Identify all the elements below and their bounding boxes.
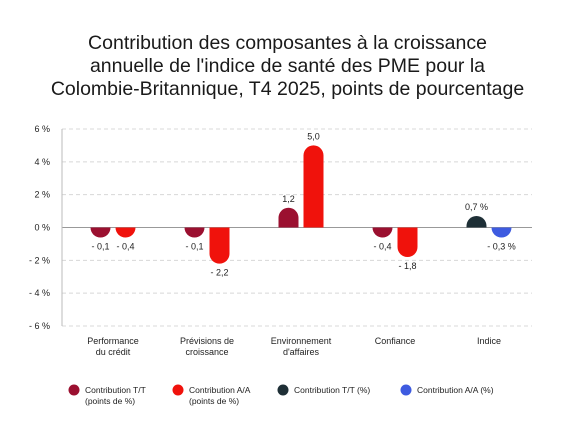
chart-title-line-1: Contribution des composantes à la croiss… <box>88 32 487 54</box>
data-label: - 0,1 <box>185 242 203 252</box>
bar <box>184 227 205 238</box>
chart-title: Contribution des composantes à la croiss… <box>0 32 575 101</box>
category-label: du crédit <box>96 347 131 357</box>
data-label: - 0,4 <box>373 242 391 252</box>
legend: Contribution T/T(points de %)Contributio… <box>68 384 494 406</box>
legend-label: (points de %) <box>189 396 239 406</box>
bar <box>209 227 230 264</box>
bar <box>491 227 512 238</box>
category-label: Confiance <box>375 336 416 346</box>
legend-swatch <box>172 384 184 396</box>
data-label: 0,7 % <box>465 202 488 212</box>
category-label: Performance <box>87 336 139 346</box>
bar <box>372 227 393 238</box>
legend-swatch <box>277 384 289 396</box>
bar <box>303 145 324 228</box>
data-label: - 0,1 <box>91 242 109 252</box>
category-label: Environnement <box>271 336 332 346</box>
data-label: 1,2 <box>282 194 295 204</box>
legend-label: Contribution T/T <box>85 385 146 395</box>
data-label: - 0,4 <box>116 242 134 252</box>
bar <box>278 207 299 228</box>
y-tick-label: 0 % <box>34 223 50 233</box>
category-label: Prévisions de <box>180 336 234 346</box>
legend-label: Contribution A/A (%) <box>417 385 494 395</box>
bar <box>466 216 487 228</box>
chart-title-line-2: annuelle de l'indice de santé des PME po… <box>89 55 486 77</box>
legend-label: Contribution A/A <box>189 385 251 395</box>
y-tick-label: - 6 % <box>29 321 50 331</box>
data-label: 5,0 <box>307 131 320 141</box>
chart-title-line-3: Colombie-Britannique, T4 2025, points de… <box>50 78 525 100</box>
category-label: d'affaires <box>283 347 320 357</box>
legend-swatch <box>400 384 412 396</box>
category-label: Indice <box>477 336 501 346</box>
data-label: - 1,8 <box>398 261 416 271</box>
bar <box>90 227 111 238</box>
y-tick-label: 4 % <box>34 157 50 167</box>
data-label: - 0,3 % <box>487 242 516 252</box>
bar <box>397 227 418 258</box>
y-tick-label: 6 % <box>34 124 50 134</box>
y-tick-label: - 2 % <box>29 255 50 265</box>
legend-swatch <box>68 384 80 396</box>
bar <box>115 227 136 238</box>
data-label: - 2,2 <box>210 268 228 278</box>
y-tick-label: - 4 % <box>29 288 50 298</box>
category-label: croissance <box>185 347 228 357</box>
legend-label: Contribution T/T (%) <box>294 385 370 395</box>
legend-label: (points de %) <box>85 396 135 406</box>
y-tick-label: 2 % <box>34 190 50 200</box>
bars-layer <box>90 145 512 264</box>
